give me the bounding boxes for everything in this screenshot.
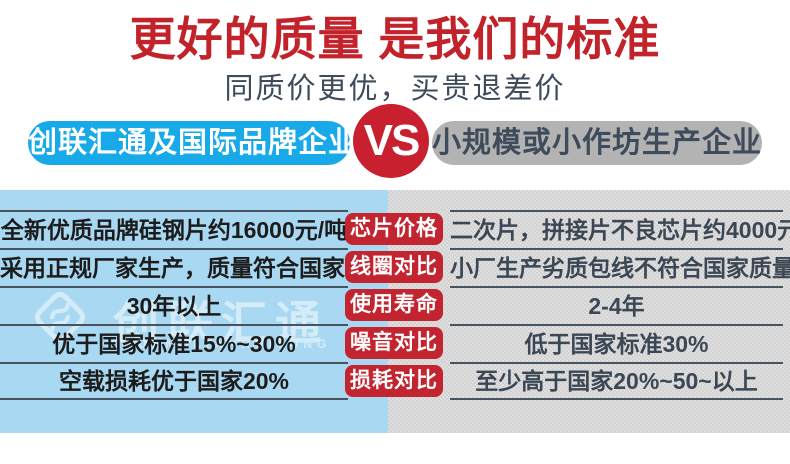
our-value-cell: 优于国家标准15%~30% <box>0 324 348 362</box>
competitor-value-cell: 二次片，拼接片不良芯片约4000元/吨 <box>450 210 790 248</box>
vs-badge: VS <box>353 104 429 178</box>
table-row: 30年以上 使用寿命 2-4年 <box>0 286 790 324</box>
table-row: 采用正规厂家生产，质量符合国家标准 线圈对比 小厂生产劣质包线不符合国家质量标准 <box>0 248 790 286</box>
our-value-cell: 全新优质品牌硅钢片约16000元/吨 <box>0 210 348 248</box>
table-row: 优于国家标准15%~30% 噪音对比 低于国家标准30% <box>0 324 790 362</box>
category-badge: 芯片价格 <box>345 213 443 245</box>
competitor-value-cell: 2-4年 <box>450 286 783 324</box>
category-badge: 线圈对比 <box>345 251 443 283</box>
our-value-cell: 采用正规厂家生产，质量符合国家标准 <box>0 248 391 286</box>
competitor-column-background <box>388 190 790 433</box>
competitor-pill: 小规模或小作坊生产企业 <box>432 121 762 165</box>
our-value-cell: 30年以上 <box>0 286 348 324</box>
table-row: 空载损耗优于国家20% 损耗对比 至少高于国家20%~50~以上 <box>0 362 790 400</box>
competitor-value-cell: 小厂生产劣质包线不符合国家质量标准 <box>450 248 790 286</box>
competitor-value-cell: 至少高于国家20%~50~以上 <box>450 362 783 400</box>
competitor-value-cell: 低于国家标准30% <box>450 324 783 362</box>
category-badge: 损耗对比 <box>345 365 443 397</box>
page-title: 更好的质量 是我们的标准 <box>129 13 661 65</box>
page-subtitle: 同质价更优，买贵退差价 <box>224 73 566 105</box>
category-badge: 噪音对比 <box>345 327 443 359</box>
our-brand-pill: 创联汇通及国际品牌企业 <box>28 121 357 165</box>
our-value-cell: 空载损耗优于国家20% <box>0 362 348 400</box>
category-badge: 使用寿命 <box>345 289 443 321</box>
comparison-table: 创联汇通 CHUANGLIANHUITONG 全新优质品牌硅钢片约16000元/… <box>0 190 790 433</box>
table-row: 全新优质品牌硅钢片约16000元/吨 芯片价格 二次片，拼接片不良芯片约4000… <box>0 210 790 248</box>
